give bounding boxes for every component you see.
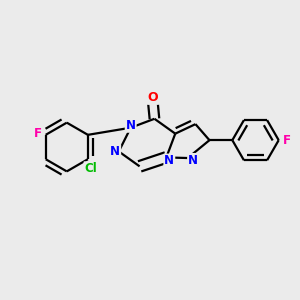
Text: N: N <box>110 145 120 158</box>
Text: N: N <box>126 119 136 132</box>
Text: F: F <box>34 127 42 140</box>
Text: N: N <box>164 154 174 167</box>
Text: F: F <box>283 134 291 147</box>
Text: Cl: Cl <box>85 162 97 175</box>
Text: N: N <box>188 154 198 167</box>
Text: O: O <box>148 91 158 104</box>
